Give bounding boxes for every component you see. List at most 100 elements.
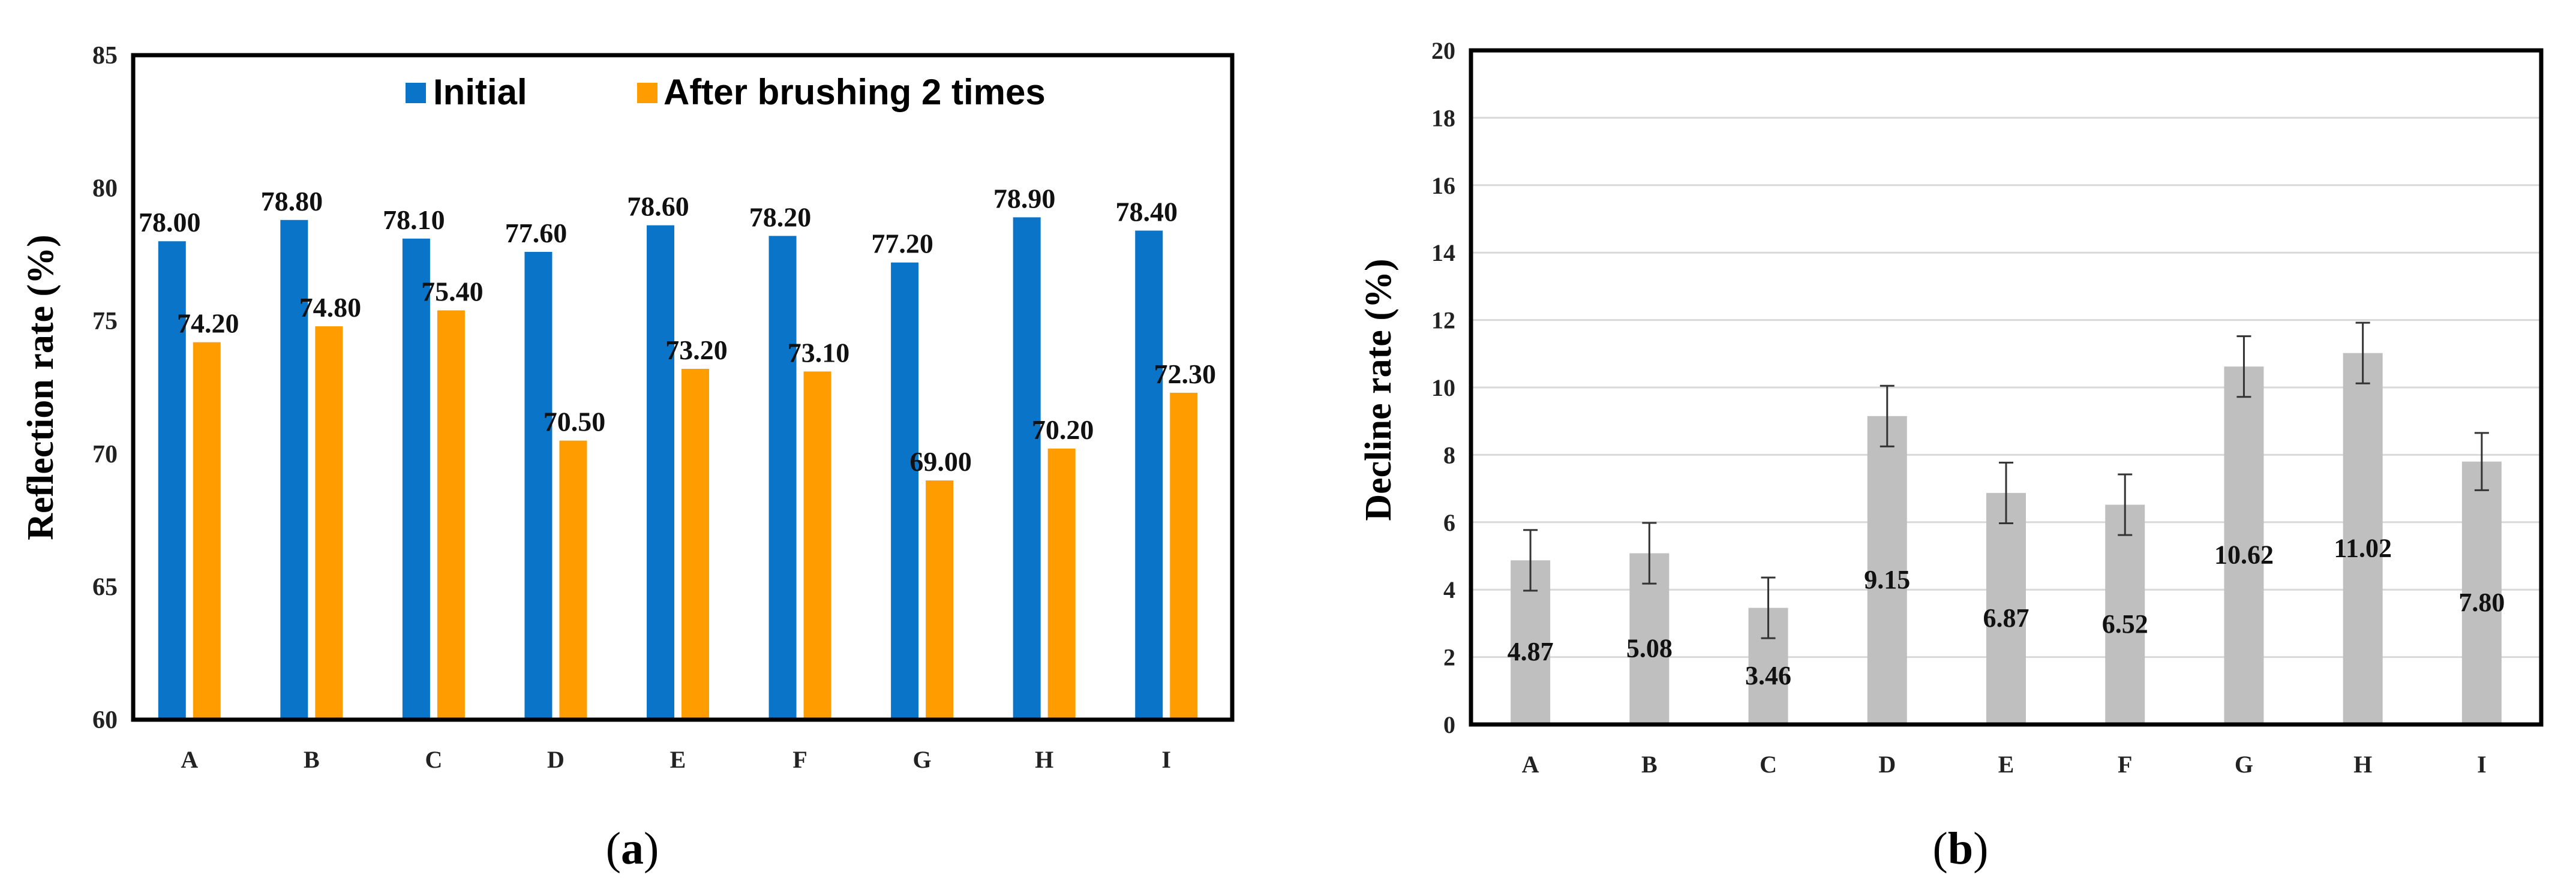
error-bar-B: [1642, 522, 1657, 585]
chart-a-x-tick-label-E: E: [670, 746, 686, 773]
data-label-after-brushing-2-times-B: 74.80: [299, 292, 362, 323]
data-label-decline-C: 3.46: [1745, 661, 1791, 690]
chart-b-x-tick-label-F: F: [2118, 751, 2132, 778]
chart-a-legend: Initial After brushing 2 times: [406, 72, 1046, 112]
chart-b-x-tick-label-E: E: [1998, 751, 2014, 778]
bar-decline-G: [2224, 366, 2264, 723]
chart-b-y-tick-label: 10: [1431, 374, 1455, 401]
chart-b-y-axis-label: Decline rate (%): [1358, 258, 1399, 521]
data-label-initial-C: 78.10: [383, 205, 445, 235]
chart-a-y-tick-label: 80: [92, 175, 118, 203]
data-label-after-brushing-2-times-F: 73.10: [788, 337, 850, 368]
data-label-initial-G: 77.20: [871, 228, 933, 259]
error-bar-F: [2118, 473, 2133, 536]
legend-swatch-initial: [406, 83, 426, 103]
chart-b-x-ticks: A B C D E F G H I: [1522, 751, 2487, 778]
bar-initial-H: [1013, 217, 1041, 718]
chart-a-y-tick-label: 65: [92, 573, 118, 601]
error-bar-G: [2236, 335, 2251, 398]
chart-b-y-tick-label: 2: [1443, 644, 1455, 671]
bar-decline-I: [2461, 461, 2502, 723]
chart-a-bars: [158, 217, 1198, 718]
bar-after-brushing-2-times-F: [803, 371, 831, 718]
error-bar-D: [1880, 384, 1895, 447]
bar-decline-H: [2343, 353, 2383, 723]
bar-initial-A: [158, 241, 186, 718]
chart-b-y-tick-label: 18: [1431, 104, 1455, 131]
panel-label-a: (a): [606, 823, 659, 874]
bar-after-brushing-2-times-H: [1047, 448, 1076, 718]
chart-b: 0 2 4 6 8 10 12 14 16 18 20 4.87 5.08 3.46 9.15 6.87 6.…: [1358, 37, 2544, 874]
panel-label-b-letter: b: [1948, 823, 1973, 874]
bar-initial-D: [524, 251, 553, 718]
chart-b-y-tick-label: 20: [1431, 37, 1455, 64]
bar-initial-E: [647, 225, 674, 718]
bar-initial-G: [891, 262, 919, 718]
chart-a-x-tick-label-F: F: [792, 746, 807, 773]
chart-b-y-tick-label: 0: [1443, 711, 1455, 738]
legend-label-initial: Initial: [433, 72, 527, 112]
chart-a-x-tick-label-I: I: [1161, 746, 1171, 773]
data-label-initial-F: 78.20: [749, 202, 812, 232]
chart-a-x-ticks: A B C D E F G H I: [181, 746, 1171, 773]
panel-label-b: (b): [1933, 823, 1989, 874]
chart-b-plot-frame: [1469, 48, 2544, 727]
data-label-after-brushing-2-times-D: 70.50: [544, 407, 606, 437]
chart-b-data-labels: 4.87 5.08 3.46 9.15 6.87 6.52 10.62 11.02 7.80: [1508, 533, 2505, 690]
bar-after-brushing-2-times-C: [437, 310, 465, 718]
error-bar-E: [1999, 461, 2013, 524]
chart-a-x-tick-label-G: G: [913, 746, 932, 773]
data-label-initial-E: 78.60: [627, 191, 689, 222]
bar-initial-B: [280, 220, 308, 718]
bar-after-brushing-2-times-A: [193, 342, 221, 718]
bar-initial-F: [768, 236, 797, 718]
bar-decline-E: [1986, 492, 2026, 723]
chart-a-x-tick-label-C: C: [425, 746, 442, 773]
chart-b-y-tick-label: 8: [1443, 441, 1455, 468]
data-label-initial-A: 78.00: [139, 207, 201, 237]
data-label-initial-H: 78.90: [993, 183, 1056, 214]
data-label-decline-G: 10.62: [2214, 540, 2274, 570]
chart-a-x-tick-label-D: D: [547, 746, 565, 773]
bar-after-brushing-2-times-I: [1170, 392, 1198, 718]
chart-a-x-tick-label-B: B: [304, 746, 320, 773]
chart-a: 60 65 70 75 80 85 78.00 74.20 78.80 74.80 78.10 75…: [20, 42, 1235, 874]
data-label-decline-B: 5.08: [1626, 633, 1673, 663]
chart-b-y-tick-label: 16: [1431, 172, 1455, 199]
chart-a-y-axis-label: Reflection rate (%): [20, 234, 61, 540]
chart-b-x-tick-label-H: H: [2353, 751, 2372, 778]
data-label-after-brushing-2-times-C: 75.40: [421, 276, 484, 306]
chart-a-y-tick-label: 60: [92, 706, 118, 734]
chart-b-y-tick-label: 4: [1443, 576, 1455, 603]
chart-a-y-tick-label: 85: [92, 42, 118, 70]
data-label-decline-D: 9.15: [1864, 565, 1910, 594]
chart-b-error-bars: [1523, 321, 2489, 639]
legend-swatch-after-brushing: [637, 83, 657, 103]
error-bar-A: [1523, 529, 1538, 592]
bar-after-brushing-2-times-E: [681, 368, 709, 718]
data-label-decline-F: 6.52: [2102, 609, 2148, 639]
data-label-after-brushing-2-times-I: 72.30: [1154, 359, 1216, 389]
bar-after-brushing-2-times-D: [559, 440, 587, 718]
chart-b-y-tick-label: 14: [1431, 239, 1455, 266]
error-bar-C: [1761, 576, 1776, 639]
bar-decline-D: [1867, 416, 1907, 723]
chart-b-x-tick-label-B: B: [1641, 751, 1658, 778]
chart-b-y-ticks: 0 2 4 6 8 10 12 14 16 18 20: [1431, 37, 1455, 738]
chart-b-y-tick-label: 12: [1431, 307, 1455, 334]
error-bar-H: [2355, 321, 2370, 384]
panel-label-a-letter: a: [621, 823, 644, 874]
data-label-decline-I: 7.80: [2458, 588, 2505, 617]
bar-after-brushing-2-times-B: [315, 326, 343, 718]
chart-b-x-tick-label-I: I: [2477, 751, 2487, 778]
chart-a-data-labels: 78.00 74.20 78.80 74.80 78.10 75.40 77.60 70.50…: [139, 183, 1216, 477]
data-label-initial-I: 78.40: [1115, 197, 1178, 227]
chart-a-y-ticks: 60 65 70 75 80 85: [92, 42, 118, 734]
data-label-after-brushing-2-times-A: 74.20: [177, 308, 239, 339]
error-bar-I: [2474, 432, 2489, 491]
chart-a-y-tick-label: 75: [92, 308, 118, 335]
chart-a-x-tick-label-H: H: [1035, 746, 1053, 773]
chart-b-x-tick-label-C: C: [1760, 751, 1777, 778]
legend-label-after-brushing: After brushing 2 times: [663, 72, 1046, 112]
